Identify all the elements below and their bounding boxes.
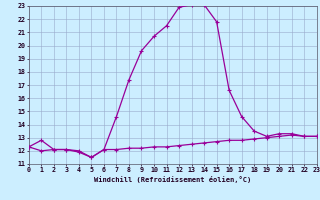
X-axis label: Windchill (Refroidissement éolien,°C): Windchill (Refroidissement éolien,°C) (94, 176, 252, 183)
